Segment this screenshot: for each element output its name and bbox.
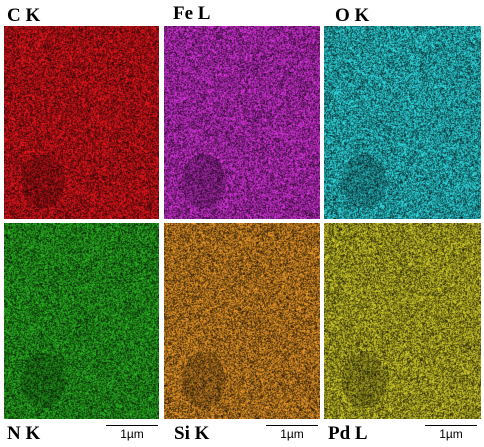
label-o-k: O K xyxy=(335,5,370,26)
scale-bar-label: 1µm xyxy=(280,427,304,441)
scale-bar-3: 1µm xyxy=(425,425,477,441)
map-pd-l xyxy=(324,223,481,419)
map-n-k xyxy=(4,223,159,419)
scale-bar-line xyxy=(266,425,318,426)
scale-bar-line xyxy=(106,425,158,426)
scale-bar-label: 1µm xyxy=(439,427,463,441)
label-c-k: C K xyxy=(7,5,41,26)
label-si-k: Si K xyxy=(174,423,210,444)
map-fe-l xyxy=(164,26,320,219)
label-n-k: N K xyxy=(7,423,41,444)
scale-bar-line xyxy=(425,425,477,426)
scale-bar-2: 1µm xyxy=(266,425,318,441)
map-o-k xyxy=(324,26,481,219)
map-si-k xyxy=(164,223,320,419)
map-c-k xyxy=(4,26,159,219)
scale-bar-1: 1µm xyxy=(106,425,158,441)
label-pd-l: Pd L xyxy=(328,423,368,444)
label-fe-l: Fe L xyxy=(173,3,211,24)
scale-bar-label: 1µm xyxy=(120,427,144,441)
